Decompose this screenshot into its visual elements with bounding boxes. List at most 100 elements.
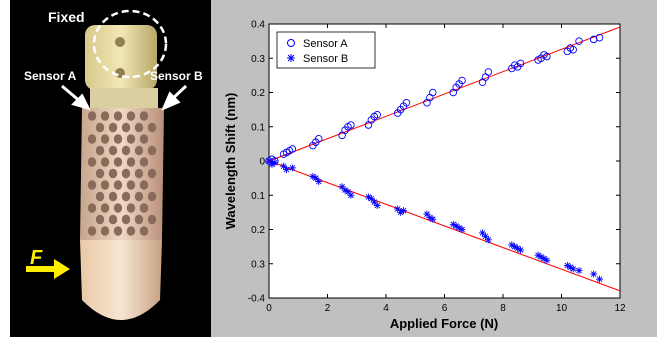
sensor-a-arrow — [61, 84, 91, 111]
fixed-label: Fixed — [48, 9, 85, 25]
point-sensor-a — [288, 145, 297, 153]
body-hole — [139, 111, 149, 121]
point-sensor-b — [429, 215, 437, 223]
point-sensor-b — [563, 261, 571, 269]
body-hole — [147, 145, 157, 156]
body-hole — [108, 145, 118, 156]
body-hole — [87, 180, 97, 190]
fixed-region-outline — [92, 9, 168, 79]
point-sensor-a — [347, 121, 355, 129]
body-hole — [134, 168, 144, 179]
body-hole — [95, 191, 105, 202]
point-sensor-b — [481, 232, 489, 240]
point-sensor-b — [458, 226, 466, 233]
x-tick-label: 8 — [500, 303, 506, 314]
body-hole — [121, 145, 131, 156]
body-hole — [95, 168, 105, 179]
legend-marker-sensor-a — [287, 39, 295, 47]
point-sensor-b — [569, 265, 577, 273]
fit-line-sensor-a — [268, 26, 621, 162]
body-hole — [95, 145, 105, 156]
point-sensor-a — [595, 33, 604, 42]
body-hole — [108, 191, 118, 202]
y-tick-label: 0.2 — [251, 225, 265, 236]
body-hole — [113, 134, 123, 144]
legend-label-sensor-b: Sensor B — [303, 53, 348, 65]
y-tick-label: 0 — [259, 157, 265, 168]
sensor-a-label: Sensor A — [24, 69, 77, 83]
fixed-mount — [85, 25, 157, 90]
body-hole — [100, 180, 110, 190]
point-sensor-b — [370, 198, 378, 206]
point-sensor-b — [484, 236, 492, 244]
point-sensor-b — [479, 229, 487, 237]
x-tick-label: 10 — [556, 303, 568, 314]
axis-ticks: 0 2 4 6 8 10 12 0.4 0.3 0.2 0.1 0 0.1 0.2 0.3 -0.4 — [248, 20, 626, 315]
point-sensor-b — [400, 207, 408, 215]
legend-marker-sensor-b — [287, 54, 295, 62]
y-tick-label: 0.2 — [251, 88, 265, 99]
body-hole — [113, 203, 123, 213]
point-sensor-b — [315, 178, 323, 186]
sensor-photo: Fixed Sensor A Sensor B F — [24, 9, 203, 320]
force-arrow — [26, 259, 70, 279]
body-hole — [126, 157, 136, 167]
x-tick-label: 12 — [614, 303, 626, 314]
point-sensor-a — [402, 99, 411, 107]
body-hole — [95, 214, 105, 225]
point-sensor-b — [596, 275, 604, 283]
body-hole — [126, 226, 136, 236]
body-hole — [139, 203, 149, 213]
body-hole — [87, 226, 97, 236]
body-hole — [126, 111, 136, 121]
body-hole — [139, 180, 149, 190]
body-hole — [87, 203, 97, 213]
point-sensor-a — [543, 52, 551, 61]
body-hole — [126, 134, 136, 144]
body-hole — [121, 214, 131, 225]
point-sensor-a — [516, 59, 525, 68]
body-hole — [147, 122, 157, 133]
force-label: F — [30, 247, 43, 269]
y-tick-label: 0.1 — [251, 191, 265, 202]
body-hole — [113, 111, 123, 121]
point-sensor-b — [517, 246, 525, 254]
point-sensor-b — [283, 166, 291, 174]
body-hole — [121, 168, 131, 179]
x-axis-label: Applied Force (N) — [390, 316, 498, 331]
body-hole — [95, 122, 105, 133]
body-hole — [100, 203, 110, 213]
point-sensor-b — [347, 191, 355, 199]
body-hole — [147, 191, 157, 202]
wavelength-shift-chart: 0 2 4 6 8 10 12 0.4 0.3 0.2 0.1 0 0.1 0.2 0.3 -0.4 Appl… — [223, 20, 626, 332]
body-hole — [121, 122, 131, 133]
joint-section — [90, 88, 158, 108]
point-sensor-b — [265, 157, 273, 165]
point-sensor-b — [575, 267, 583, 275]
rounded-tip — [80, 240, 162, 320]
point-sensor-a — [373, 111, 381, 119]
point-sensor-b — [423, 210, 431, 218]
body-hole — [87, 134, 97, 144]
body-hole — [108, 214, 118, 225]
body-hole — [126, 180, 136, 190]
fit-lines — [268, 26, 621, 292]
body-hole — [134, 145, 144, 156]
body-hole — [87, 111, 97, 121]
body-hole — [126, 203, 136, 213]
legend-label-sensor-a: Sensor A — [303, 38, 348, 50]
x-tick-label: 2 — [325, 303, 331, 314]
fit-line-sensor-b — [268, 160, 621, 292]
body-hole — [139, 226, 149, 236]
point-sensor-b — [288, 164, 296, 172]
x-tick-label: 0 — [266, 303, 272, 314]
point-sensor-b — [271, 159, 279, 167]
point-sensor-a — [484, 68, 493, 76]
body-hole — [113, 180, 123, 190]
chart-panel: 0 2 4 6 8 10 12 0.4 0.3 0.2 0.1 0 0.1 0.2 0.3 -0.4 Appl… — [211, 0, 657, 337]
body-hole — [87, 157, 97, 167]
sensor-b-label: Sensor B — [150, 69, 203, 83]
point-sensor-a — [569, 45, 577, 54]
point-sensor-b — [543, 256, 551, 264]
body-hole — [108, 168, 118, 179]
